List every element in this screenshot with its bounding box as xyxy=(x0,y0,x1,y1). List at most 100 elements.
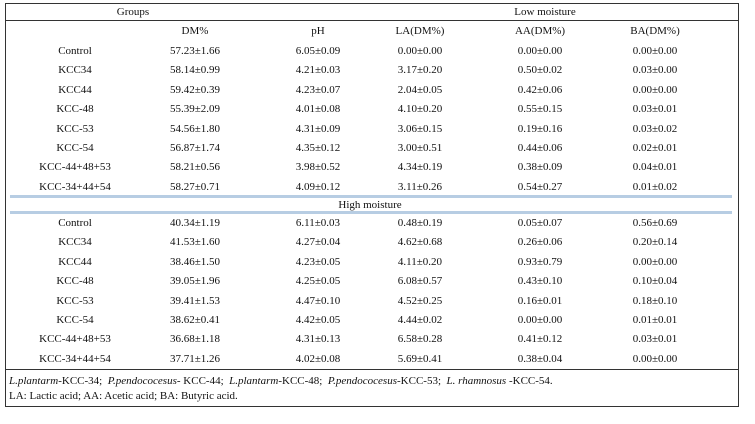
strain-code: -KCC-34; xyxy=(58,375,103,387)
group-name: KCC-48 xyxy=(56,103,94,116)
cell: 0.04±0.01 xyxy=(632,161,678,174)
species: P.pendococesus xyxy=(327,375,397,387)
cell: 40.34±1.19 xyxy=(169,217,221,229)
cell: 4.25±0.05 xyxy=(295,275,341,288)
cell: 4.31±0.13 xyxy=(295,333,341,346)
rule xyxy=(5,369,738,370)
cell: 3.00±0.51 xyxy=(397,142,443,154)
cell: 0.42±0.06 xyxy=(517,83,563,96)
cell: 55.39±2.09 xyxy=(169,103,221,116)
cell: 36.68±1.18 xyxy=(169,333,221,346)
cell: 0.03±0.00 xyxy=(632,64,678,77)
species: P.pendococesus xyxy=(107,375,177,387)
cell: 56.87±1.74 xyxy=(169,142,221,154)
cell: 58.14±0.99 xyxy=(169,64,221,77)
cell: 0.00±0.00 xyxy=(517,45,563,57)
cell: 4.01±0.08 xyxy=(295,103,341,116)
cell: 59.42±0.39 xyxy=(169,83,221,96)
species: L. rhamnosus xyxy=(446,375,507,387)
cell: 2.04±0.05 xyxy=(397,83,443,96)
cell: 0.19±0.16 xyxy=(517,122,563,135)
cell: 38.46±1.50 xyxy=(169,255,221,268)
cell: 0.55±0.15 xyxy=(517,103,563,116)
cell: 4.31±0.09 xyxy=(295,122,341,135)
group-name: KCC34 xyxy=(58,236,92,249)
cell: 6.11±0.03 xyxy=(295,217,341,229)
section-band xyxy=(10,195,732,198)
species: L.plantarm xyxy=(9,375,59,387)
cell: 0.41±0.12 xyxy=(517,333,563,346)
group-name: KCC-34+44+54 xyxy=(39,180,111,193)
cell: 0.00±0.00 xyxy=(397,45,443,57)
group-name: KCC-44+48+53 xyxy=(39,333,111,346)
cell: 3.06±0.15 xyxy=(397,122,443,135)
cell: 0.00±0.00 xyxy=(517,314,563,326)
cell: 0.03±0.02 xyxy=(632,122,678,135)
rule xyxy=(5,3,738,4)
cell: 4.62±0.68 xyxy=(397,236,443,249)
cell: 4.21±0.03 xyxy=(295,64,341,77)
strain-code: -KCC-53; xyxy=(397,375,441,387)
cell: 0.18±0.10 xyxy=(632,294,678,307)
section-band xyxy=(10,211,732,214)
column-header: AA(DM%) xyxy=(514,25,566,37)
cell: 0.00±0.00 xyxy=(632,83,678,96)
group-name: KCC-53 xyxy=(56,294,94,307)
footnote-abbreviations: LA: Lactic acid; AA: Acetic acid; BA: Bu… xyxy=(9,390,238,402)
group-name: KCC34 xyxy=(58,64,92,77)
cell: 0.50±0.02 xyxy=(517,64,563,77)
cell: 58.21±0.56 xyxy=(169,161,221,174)
cell: 0.02±0.01 xyxy=(632,142,678,154)
group-name: KCC44 xyxy=(58,83,92,96)
header-groups: Groups xyxy=(116,6,150,18)
cell: 4.11±0.20 xyxy=(397,255,443,268)
cell: 0.44±0.06 xyxy=(517,142,563,154)
cell: 0.38±0.04 xyxy=(517,352,563,365)
cell: 0.00±0.00 xyxy=(632,45,678,57)
cell: 6.58±0.28 xyxy=(397,333,443,346)
cell: 5.69±0.41 xyxy=(397,352,443,365)
cell: 4.35±0.12 xyxy=(295,142,341,154)
column-header: pH xyxy=(311,25,325,37)
group-name: KCC-54 xyxy=(56,314,94,326)
species: L.plantarm xyxy=(229,375,279,387)
cell: 39.05±1.96 xyxy=(169,275,221,288)
cell: 0.16±0.01 xyxy=(517,294,563,307)
cell: 0.54±0.27 xyxy=(517,180,563,193)
cell: 0.01±0.02 xyxy=(632,180,678,193)
group-name: KCC-53 xyxy=(56,122,94,135)
header-section: Low moisture xyxy=(514,6,576,18)
strain-code: -KCC-54. xyxy=(506,375,553,387)
column-header: DM% xyxy=(181,25,209,37)
group-name: KCC-44+48+53 xyxy=(39,161,111,174)
table-frame xyxy=(5,3,739,407)
cell: 6.08±0.57 xyxy=(397,275,443,288)
cell: 57.23±1.66 xyxy=(169,45,221,57)
cell: 4.23±0.05 xyxy=(295,255,341,268)
cell: 37.71±1.26 xyxy=(169,352,221,365)
cell: 4.34±0.19 xyxy=(397,161,443,174)
cell: 4.09±0.12 xyxy=(295,180,341,193)
cell: 4.10±0.20 xyxy=(397,103,443,116)
section-title: High moisture xyxy=(338,199,402,211)
cell: 0.43±0.10 xyxy=(517,275,563,288)
cell: 3.98±0.52 xyxy=(295,161,341,174)
cell: 4.47±0.10 xyxy=(295,294,341,307)
cell: 4.02±0.08 xyxy=(295,352,341,365)
cell: 4.44±0.02 xyxy=(397,314,443,326)
cell: 39.41±1.53 xyxy=(169,294,221,307)
footnote-strains: L.plantarm-KCC-34; P.pendococesus- KCC-4… xyxy=(9,374,553,388)
cell: 0.20±0.14 xyxy=(632,236,678,249)
cell: 0.38±0.09 xyxy=(517,161,563,174)
cell: 0.03±0.01 xyxy=(632,333,678,346)
cell: 58.27±0.71 xyxy=(169,180,221,193)
cell: 0.03±0.01 xyxy=(632,103,678,116)
column-header: BA(DM%) xyxy=(630,25,680,37)
cell: 0.56±0.69 xyxy=(632,217,678,229)
cell: 4.52±0.25 xyxy=(397,294,443,307)
strain-code: -KCC-48; xyxy=(278,375,323,387)
group-name: Control xyxy=(58,45,92,57)
cell: 6.05±0.09 xyxy=(295,45,341,57)
group-name: KCC-34+44+54 xyxy=(39,352,111,365)
